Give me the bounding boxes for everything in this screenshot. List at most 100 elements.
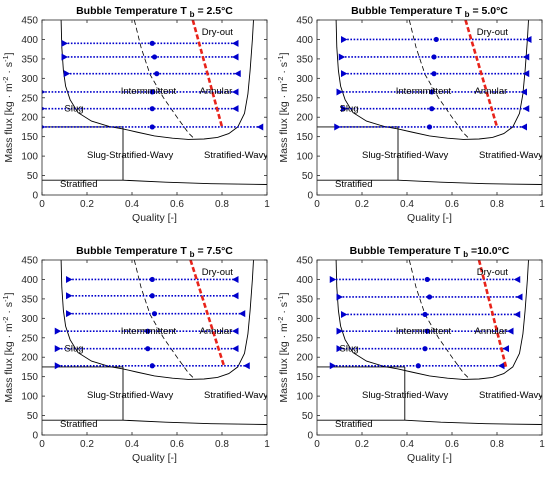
measurement-inlet-point xyxy=(334,123,341,131)
y-axis-label: Mass flux [kg · m-2 · s-1] xyxy=(1,292,15,402)
x-tick-label: 0.6 xyxy=(170,439,184,450)
x-axis-label: Quality [-] xyxy=(407,212,452,224)
x-tick-label: 0.4 xyxy=(125,439,139,450)
measurement-mid-point xyxy=(149,89,155,95)
y-tick-label: 50 xyxy=(302,171,314,182)
region-label: Stratified xyxy=(60,179,98,190)
boundary-stratified-wavy xyxy=(60,20,254,140)
x-tick-label: 0.8 xyxy=(215,439,229,450)
measurement-outlet-point xyxy=(522,105,530,113)
measurement-inlet-point xyxy=(61,39,68,47)
y-label-exponent: -1 xyxy=(1,295,10,302)
measurement-inlet-point xyxy=(61,53,68,61)
y-tick-label: 350 xyxy=(21,54,38,65)
y-label-exponent: -1 xyxy=(1,55,10,62)
boundary-stratified-wavy xyxy=(335,20,529,140)
boundary-stratified xyxy=(317,419,542,425)
y-label-part: ] xyxy=(278,52,290,55)
title-value: = 7.5°C xyxy=(195,245,234,257)
measurement-inlet-point xyxy=(66,310,73,318)
measurement-outlet-point xyxy=(232,105,239,113)
y-tick-label: 300 xyxy=(21,314,38,325)
measurement-mid-point xyxy=(145,328,151,334)
y-label-part: ] xyxy=(278,292,290,295)
measurement-outlet-point xyxy=(232,345,239,353)
measurement-outlet-point xyxy=(502,345,509,353)
region-label: Slug-Stratified-Wavy xyxy=(87,150,173,161)
boundary-intermittent-annular xyxy=(408,20,471,140)
measurement-mid-point xyxy=(415,363,421,369)
y-label-exponent: -1 xyxy=(276,55,285,62)
y-tick-label: 150 xyxy=(21,372,38,383)
y-tick-label: 200 xyxy=(296,353,313,364)
region-label: Annular xyxy=(475,86,508,97)
region-label: Stratified-Wavy xyxy=(204,390,268,401)
measurement-outlet-point xyxy=(238,310,246,318)
y-tick-label: 250 xyxy=(296,93,313,104)
region-label: Stratified xyxy=(60,419,98,430)
measurement-outlet-point xyxy=(513,275,521,283)
x-tick-label: 1 xyxy=(539,439,545,450)
title-value: =10.0°C xyxy=(468,245,510,257)
y-label-exponent: -2 xyxy=(276,317,285,324)
y-label-part: Mass flux [kg · m xyxy=(3,83,15,163)
y-tick-label: 300 xyxy=(296,314,313,325)
measurement-mid-point xyxy=(426,124,433,130)
y-label-part: Mass flux [kg · m xyxy=(278,83,290,163)
x-tick-label: 0 xyxy=(314,199,320,210)
title-subscript: b xyxy=(463,250,468,259)
region-label: Slug-Stratified-Wavy xyxy=(87,390,173,401)
measurement-outlet-point xyxy=(525,35,532,43)
measurement-mid-point xyxy=(422,346,428,352)
title-subscript: b xyxy=(190,250,195,259)
axes-box xyxy=(316,19,543,196)
y-tick-label: 250 xyxy=(21,93,38,104)
chart-title: Bubble Temperature T b = 7.5°C xyxy=(76,245,233,259)
axes-box xyxy=(316,259,543,436)
measurement-mid-point xyxy=(149,276,155,283)
dryout-line xyxy=(191,20,224,128)
boundary-intermittent-annular xyxy=(408,260,471,380)
x-tick-label: 0 xyxy=(39,199,45,210)
measurement-inlet-point xyxy=(341,70,348,78)
measurement-inlet-point xyxy=(341,310,348,318)
y-label-part: · s xyxy=(278,302,290,317)
x-tick-label: 0.6 xyxy=(170,199,184,210)
measurement-inlet-point xyxy=(336,88,343,96)
y-label-part: ] xyxy=(3,52,15,55)
dryout-line xyxy=(477,260,508,368)
measurement-mid-point xyxy=(151,54,158,60)
y-tick-label: 350 xyxy=(21,294,38,305)
x-axis-label: Quality [-] xyxy=(132,212,177,224)
x-tick-label: 0.2 xyxy=(355,439,369,450)
y-tick-label: 400 xyxy=(21,275,38,286)
x-axis-label: Quality [-] xyxy=(132,452,177,464)
x-tick-label: 0.2 xyxy=(80,199,94,210)
measurement-mid-point xyxy=(433,36,439,43)
region-label: Stratified-Wavy xyxy=(479,390,543,401)
region-label: Dry-out xyxy=(202,27,234,38)
chart-panel-2: Dry-out Intermmittent Annular Slug Slug-Stra… xyxy=(276,5,545,224)
chart-title: Bubble Temperature T b = 2.5°C xyxy=(76,5,233,19)
region-label: Stratified xyxy=(335,419,373,430)
region-label: Intermmittent xyxy=(396,86,452,97)
y-tick-label: 0 xyxy=(32,191,38,202)
measurement-outlet-point xyxy=(507,327,514,335)
measurement-outlet-point xyxy=(498,362,505,370)
boundary-stratified-wavy xyxy=(60,260,254,380)
measurement-inlet-point xyxy=(42,90,46,94)
y-tick-label: 450 xyxy=(21,256,38,267)
y-tick-label: 350 xyxy=(296,54,313,65)
measurement-mid-point xyxy=(422,311,428,318)
measurement-mid-point xyxy=(426,294,433,300)
measurement-inlet-point xyxy=(338,53,346,61)
measurement-inlet-point xyxy=(341,105,348,113)
y-tick-label: 300 xyxy=(21,74,38,85)
y-tick-label: 150 xyxy=(21,132,38,143)
boundary-stratified-wavy xyxy=(335,260,529,380)
chart-panel-3: Dry-out Intermmittent Annular Slug Slug-Stra… xyxy=(1,245,270,464)
region-label: Dry-out xyxy=(477,27,509,38)
measurement-outlet-point xyxy=(520,123,527,131)
measurement-inlet-point xyxy=(329,275,337,283)
y-tick-label: 450 xyxy=(21,16,38,27)
